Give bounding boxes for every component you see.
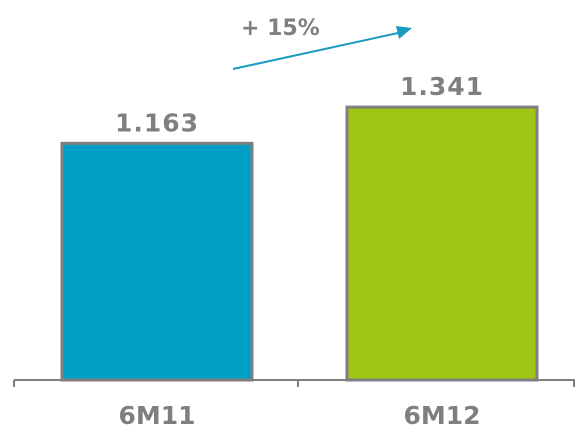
growth-annotation: + 15% bbox=[232, 16, 412, 70]
x-tick-labels-group: 6M11 6M12 bbox=[118, 401, 480, 430]
x-axis bbox=[13, 379, 575, 387]
bar-6m11 bbox=[60, 141, 254, 382]
growth-label: + 15% bbox=[241, 16, 320, 41]
growth-arrow bbox=[232, 32, 399, 70]
x-tick-label: 6M11 bbox=[118, 401, 195, 430]
growth-arrow-head bbox=[396, 26, 412, 39]
bar-value-label: 1.163 bbox=[115, 108, 199, 137]
x-tick-label: 6M12 bbox=[403, 401, 480, 430]
bars-group bbox=[60, 105, 539, 382]
value-labels-group: 1.163 1.341 bbox=[115, 72, 484, 137]
bar-value-label: 1.341 bbox=[400, 72, 484, 101]
bar-6m12 bbox=[345, 105, 539, 382]
